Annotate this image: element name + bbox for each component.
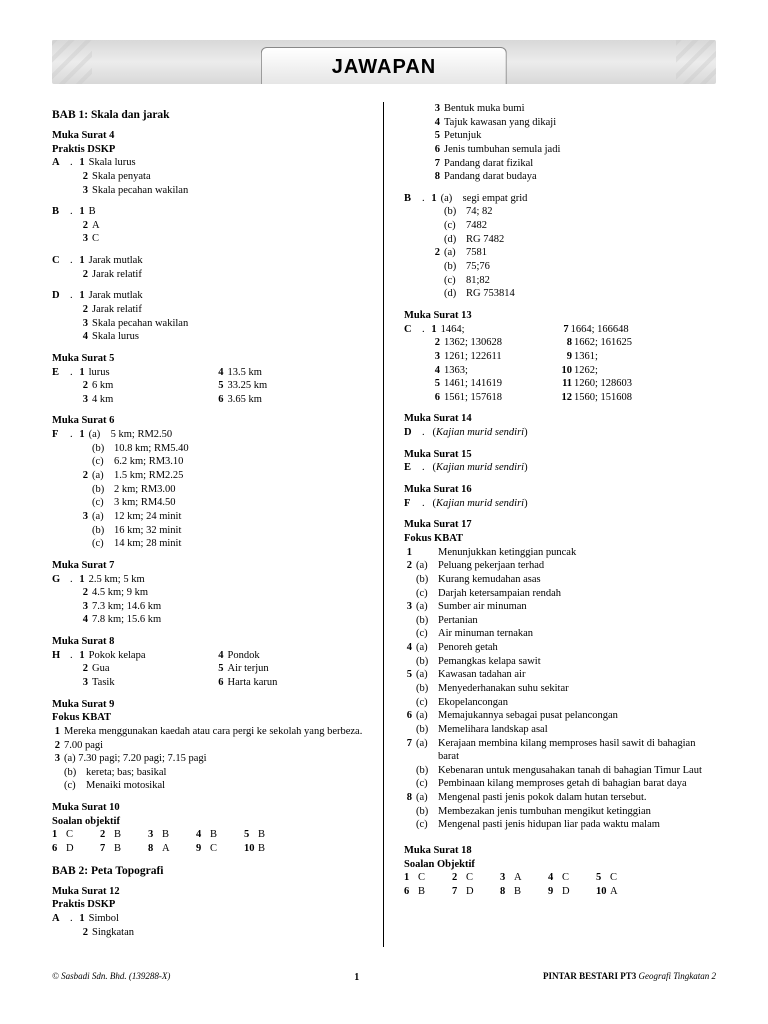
header-banner: JAWAPAN bbox=[52, 40, 716, 84]
section-A: A.1Skala lurus 2Skala penyata 3Skala pec… bbox=[52, 156, 371, 197]
section-C-right: C.11464;71664; 16664821362; 13062881662;… bbox=[404, 323, 716, 405]
ms7: Muka Surat 7 bbox=[52, 559, 371, 573]
section-B-right: B.1(a)segi empat grid (b)74; 82 (c)7482 … bbox=[404, 192, 716, 301]
ms8: Muka Surat 8 bbox=[52, 635, 371, 649]
right-column: 3Bentuk muka bumi4Tajuk kawasan yang dik… bbox=[384, 102, 716, 947]
soalan-obj-r: Soalan Objektif bbox=[404, 858, 716, 872]
section-C: C.1Jarak mutlak 2Jarak relatif bbox=[52, 254, 371, 281]
kbat-right: 1Menunjukkan ketinggian puncak2(a)Peluan… bbox=[404, 546, 716, 832]
section-B: B.1B 2A 3C bbox=[52, 205, 371, 246]
left-column: BAB 1: Skala dan jarak Muka Surat 4 Prak… bbox=[52, 102, 384, 947]
ms18: Muka Surat 18 bbox=[404, 844, 716, 858]
obj-table-r: 1C2C3A4C5C 6B7D8B9D10A bbox=[404, 871, 716, 898]
ms4: Muka Surat 4 bbox=[52, 129, 371, 143]
ms16: Muka Surat 16 bbox=[404, 483, 716, 497]
ms12: Muka Surat 12 bbox=[52, 885, 371, 899]
footer-right: PINTAR BESTARI PT3 Geografi Tingkatan 2 bbox=[543, 971, 716, 984]
section-A2: A.1Simbol 2Singkatan bbox=[52, 912, 371, 939]
ms10: Muka Surat 10 bbox=[52, 801, 371, 815]
fokus-kbat-r: Fokus KBAT bbox=[404, 532, 716, 546]
footer: © Sasbadi Sdn. Bhd. (139288-X) 1 PINTAR … bbox=[52, 971, 716, 984]
cont-list: 3Bentuk muka bumi4Tajuk kawasan yang dik… bbox=[404, 102, 716, 184]
fokus-kbat: Fokus KBAT bbox=[52, 711, 371, 725]
content-columns: BAB 1: Skala dan jarak Muka Surat 4 Prak… bbox=[52, 102, 716, 947]
ms13: Muka Surat 13 bbox=[404, 309, 716, 323]
ms14: Muka Surat 14 bbox=[404, 412, 716, 426]
ms9: Muka Surat 9 bbox=[52, 698, 371, 712]
section-H: H.1Pokok kelapa 2Gua 3Tasik 4Pondok 5Air… bbox=[52, 649, 371, 690]
section-D: D.1Jarak mutlak 2Jarak relatif 3Skala pe… bbox=[52, 289, 371, 344]
label-A: A bbox=[52, 156, 70, 170]
bab2-title: BAB 2: Peta Topografi bbox=[52, 864, 371, 879]
ms17: Muka Surat 17 bbox=[404, 518, 716, 532]
section-F: F.1(a)5 km; RM2.50 (b)10.8 km; RM5.40 (c… bbox=[52, 428, 371, 551]
ms5: Muka Surat 5 bbox=[52, 352, 371, 366]
praktis-label: Praktis DSKP bbox=[52, 143, 371, 157]
ms6: Muka Surat 6 bbox=[52, 414, 371, 428]
section-G: G.12.5 km; 5 km 24.5 km; 9 km 37.3 km; 1… bbox=[52, 573, 371, 628]
bab1-title: BAB 1: Skala dan jarak bbox=[52, 108, 371, 123]
section-E: E.1lurus 26 km 34 km 413.5 km 533.25 km … bbox=[52, 366, 371, 407]
footer-page: 1 bbox=[354, 971, 359, 984]
footer-copyright: © Sasbadi Sdn. Bhd. (139288-X) bbox=[52, 971, 170, 984]
kbat-block: 1Mereka menggunakan kaedah atau cara per… bbox=[52, 725, 371, 793]
obj-table: 1C2B3B4B5B 6D7B8A9C10B bbox=[52, 828, 371, 855]
banner-title: JAWAPAN bbox=[261, 47, 507, 84]
soalan-obj: Soalan objektif bbox=[52, 815, 371, 829]
ms15: Muka Surat 15 bbox=[404, 448, 716, 462]
praktis2: Praktis DSKP bbox=[52, 898, 371, 912]
